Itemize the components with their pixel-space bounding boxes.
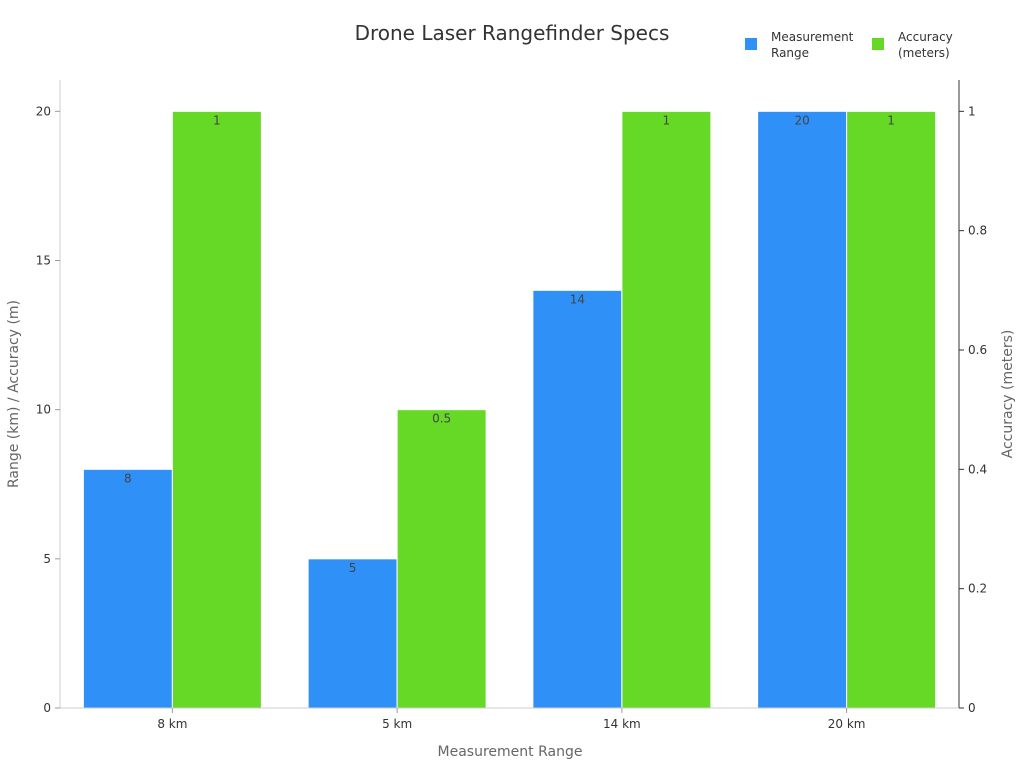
x-tick-label: 5 km [382, 717, 412, 731]
data-label: 14 [570, 292, 585, 306]
y-right-tick-label: 0 [968, 701, 976, 715]
bar [307, 558, 398, 709]
data-label: 0.5 [432, 412, 451, 426]
data-label: 1 [887, 113, 895, 127]
legend-swatch [745, 38, 757, 50]
data-label: 20 [794, 113, 809, 127]
legend-label: Measurement Range [771, 30, 854, 60]
legend-swatch [872, 38, 884, 50]
y-tick-label: 20 [36, 104, 51, 118]
bar [621, 110, 712, 709]
y-right-tick-label: 0.6 [968, 343, 987, 357]
bar [846, 110, 937, 709]
bar [396, 409, 487, 709]
chart-title: Drone Laser Rangefinder Specs [355, 21, 670, 45]
y-right-tick-label: 1 [968, 104, 976, 118]
legend-label: Accuracy (meters) [898, 30, 953, 60]
bar [82, 468, 173, 709]
bar [171, 110, 262, 709]
x-tick-label: 14 km [603, 717, 641, 731]
legend: Measurement Range Accuracy (meters) [745, 30, 953, 60]
y-axis-right-label: Accuracy (meters) [1000, 330, 1016, 459]
y-tick-label: 10 [36, 403, 51, 417]
bars: 8 1 5 0.5 14 1 20 1 [82, 110, 937, 709]
data-label: 1 [663, 113, 671, 127]
x-axis-label: Measurement Range [438, 744, 583, 760]
x-tick-label: 8 km [157, 717, 187, 731]
bar [532, 289, 623, 709]
data-label: 1 [213, 113, 221, 127]
y-right-tick-label: 0.2 [968, 582, 987, 596]
data-label: 8 [124, 471, 132, 485]
y-axis-label: Range (km) / Accuracy (m) [6, 300, 22, 488]
y-tick-label: 0 [43, 701, 51, 715]
x-tick-label: 20 km [828, 717, 866, 731]
bar [757, 110, 848, 709]
y-right-tick-label: 0.8 [968, 224, 987, 238]
data-label: 5 [349, 561, 357, 575]
y-right-tick-label: 0.4 [968, 462, 987, 476]
y-tick-label: 5 [43, 552, 51, 566]
y-tick-label: 15 [36, 253, 51, 267]
